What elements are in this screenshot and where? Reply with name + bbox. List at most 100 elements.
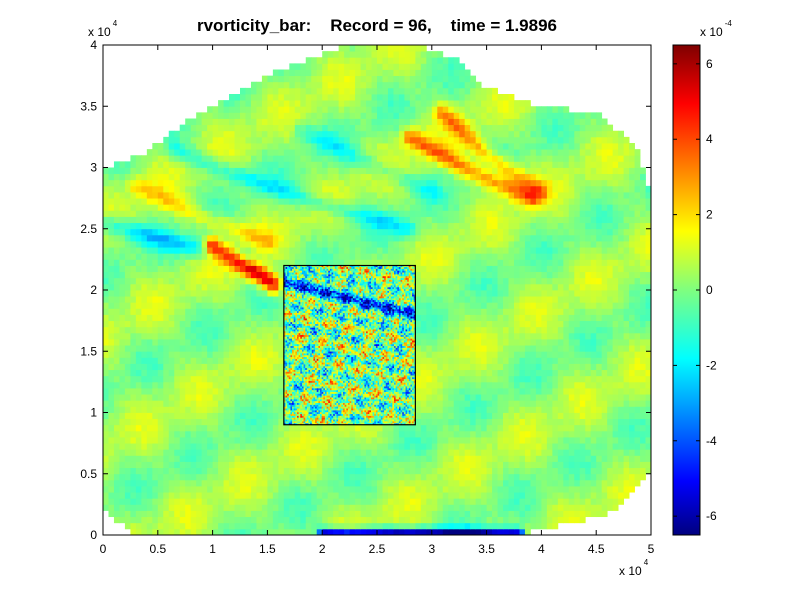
heatmap-cell xyxy=(530,320,537,328)
heatmap-cell xyxy=(229,302,235,309)
heatmap-cell xyxy=(563,326,570,334)
heatmap-cell xyxy=(103,400,109,407)
heatmap-cell xyxy=(459,504,466,511)
heatmap-cell xyxy=(240,430,246,438)
heatmap-cell xyxy=(124,283,131,291)
heatmap-cell xyxy=(524,253,531,260)
heatmap-cell xyxy=(250,228,257,236)
heatmap-cell xyxy=(229,314,235,322)
heatmap-cell xyxy=(431,363,438,371)
heatmap-cell xyxy=(229,486,235,493)
heatmap-cell xyxy=(141,369,148,377)
heatmap-cell xyxy=(546,259,553,266)
heatmap-cell xyxy=(645,320,651,328)
heatmap-cell xyxy=(475,228,482,236)
heatmap-cell xyxy=(141,424,148,432)
heatmap-cell xyxy=(229,443,235,450)
heatmap-cell xyxy=(585,351,592,358)
heatmap-cell xyxy=(300,437,307,444)
heatmap-cell xyxy=(524,443,531,450)
heatmap-cell xyxy=(152,241,159,248)
heatmap-cell xyxy=(256,228,263,236)
heatmap-cell xyxy=(409,479,416,487)
heatmap-cell xyxy=(163,296,170,303)
heatmap-cell xyxy=(448,424,455,432)
heatmap-cell xyxy=(541,296,548,303)
heatmap-cell xyxy=(404,479,411,487)
heatmap-cell xyxy=(366,504,372,511)
heatmap-cell xyxy=(185,516,192,524)
heatmap-cell xyxy=(201,241,208,248)
heatmap-cell xyxy=(519,375,526,383)
heatmap-cell xyxy=(108,388,115,395)
heatmap-cell xyxy=(382,486,389,493)
heatmap-cell xyxy=(278,443,285,450)
heatmap-cell xyxy=(283,259,290,266)
heatmap-cell xyxy=(563,381,570,389)
heatmap-cell xyxy=(535,283,542,291)
heatmap-cell xyxy=(185,369,192,377)
heatmap-cell xyxy=(634,369,641,377)
heatmap-cell xyxy=(311,473,318,481)
heatmap-cell xyxy=(464,516,471,524)
heatmap-cell xyxy=(168,510,175,518)
heatmap-cell xyxy=(300,498,307,505)
heatmap-cell xyxy=(267,461,274,469)
heatmap-cell xyxy=(579,271,586,279)
heatmap-cell xyxy=(568,290,575,297)
heatmap-cell xyxy=(420,234,427,242)
heatmap-cell xyxy=(508,443,515,450)
heatmap-cell xyxy=(316,259,323,266)
heatmap-cell xyxy=(174,492,181,499)
heatmap-cell xyxy=(448,320,455,328)
heatmap-cell xyxy=(546,498,553,505)
heatmap-cell xyxy=(568,345,575,352)
heatmap-cell xyxy=(316,479,323,487)
heatmap-cell xyxy=(261,247,268,254)
heatmap-cell xyxy=(552,351,559,358)
heatmap-cell xyxy=(240,424,246,432)
heatmap-cell xyxy=(179,455,186,462)
heatmap-cell xyxy=(245,228,252,236)
heatmap-cell xyxy=(459,528,466,535)
heatmap-cell xyxy=(130,296,137,303)
heatmap-cell xyxy=(141,528,148,535)
heatmap-cell xyxy=(426,486,433,493)
heatmap-cell xyxy=(486,381,493,389)
heatmap-cell xyxy=(146,222,153,230)
heatmap-cell xyxy=(420,302,427,309)
heatmap-cell xyxy=(420,418,427,426)
heatmap-cell xyxy=(267,455,274,462)
heatmap-cell xyxy=(607,351,614,358)
heatmap-cell xyxy=(294,504,301,511)
heatmap-cell xyxy=(141,473,148,481)
heatmap-cell xyxy=(152,339,159,346)
heatmap-cell xyxy=(113,369,120,377)
heatmap-cell xyxy=(568,406,575,413)
heatmap-cell xyxy=(124,492,131,499)
heatmap-cell xyxy=(201,234,208,242)
heatmap-cell xyxy=(152,357,159,364)
heatmap-cell xyxy=(124,290,131,297)
heatmap-cell xyxy=(629,406,635,413)
heatmap-cell xyxy=(453,234,460,242)
heatmap-cell xyxy=(508,504,515,511)
heatmap-cell xyxy=(130,345,137,352)
heatmap-cell xyxy=(130,406,137,413)
heatmap-cell xyxy=(163,486,170,493)
heatmap-cell xyxy=(267,351,274,358)
heatmap-cell xyxy=(590,437,597,444)
heatmap-cell xyxy=(590,455,597,462)
heatmap-cell xyxy=(420,271,427,279)
heatmap-cell xyxy=(601,430,608,438)
heatmap-cell xyxy=(207,528,213,535)
heatmap-cell xyxy=(366,461,372,469)
heatmap-cell xyxy=(437,418,444,426)
heatmap-cell xyxy=(607,259,614,266)
heatmap-cell xyxy=(453,467,460,475)
heatmap-cell xyxy=(431,326,438,334)
heatmap-cell xyxy=(152,394,159,401)
heatmap-cell xyxy=(157,394,164,401)
heatmap-cell xyxy=(645,326,651,334)
heatmap-cell xyxy=(557,486,564,493)
